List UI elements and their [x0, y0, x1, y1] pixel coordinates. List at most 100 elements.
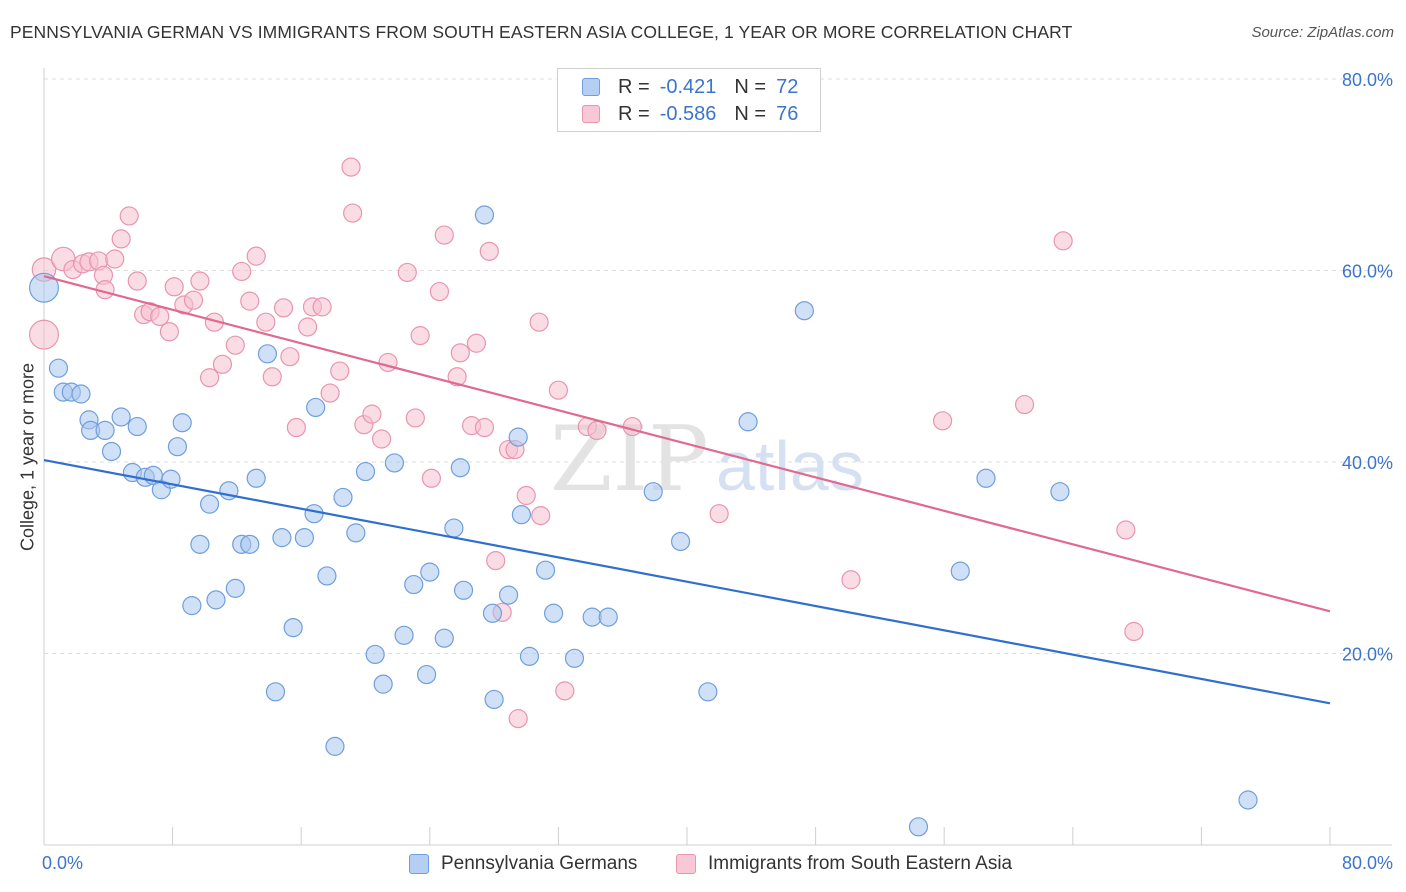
- point-pennsylvania-germans: [1238, 790, 1258, 810]
- point-sea-immigrants: [434, 225, 454, 245]
- point-pennsylvania-germans: [950, 561, 970, 581]
- point-pennsylvania-germans: [71, 384, 91, 404]
- point-sea-immigrants: [447, 367, 467, 387]
- watermark: ZIP atlas: [550, 407, 864, 512]
- point-pennsylvania-germans: [355, 461, 376, 482]
- point-pennsylvania-germans: [246, 468, 266, 488]
- point-pennsylvania-germans: [306, 397, 326, 418]
- point-pennsylvania-germans: [304, 504, 324, 524]
- point-sea-immigrants: [405, 408, 425, 428]
- point-pennsylvania-germans: [199, 494, 220, 514]
- point-pennsylvania-germans: [95, 420, 115, 441]
- data-points: [29, 157, 1258, 837]
- point-pennsylvania-germans: [365, 644, 385, 665]
- point-pennsylvania-germans: [543, 603, 564, 623]
- point-sea-immigrants: [587, 420, 607, 441]
- point-sea-immigrants: [341, 157, 361, 177]
- point-sea-immigrants: [298, 317, 318, 337]
- point-pennsylvania-germans: [519, 646, 540, 666]
- point-pennsylvania-germans: [450, 458, 470, 478]
- point-pennsylvania-germans: [394, 625, 414, 645]
- point-sea-immigrants: [932, 411, 953, 431]
- point-pennsylvania-germans: [29, 272, 59, 303]
- point-sea-immigrants: [1014, 394, 1035, 415]
- bottom-legend-swatch-pink: [676, 854, 696, 874]
- point-sea-immigrants: [450, 343, 470, 363]
- y-axis-label: College, 1 year or more: [17, 362, 38, 552]
- y-tick-label: 80.0%: [1342, 70, 1393, 90]
- axes: [43, 68, 1392, 846]
- point-sea-immigrants: [164, 277, 184, 297]
- point-pennsylvania-germans: [508, 427, 528, 447]
- point-sea-immigrants: [362, 404, 382, 424]
- legend-n-value: 72: [776, 75, 799, 98]
- point-pennsylvania-germans: [101, 441, 122, 462]
- point-pennsylvania-germans: [434, 628, 454, 648]
- point-pennsylvania-germans: [111, 407, 131, 427]
- point-sea-immigrants: [841, 570, 861, 590]
- point-pennsylvania-germans: [257, 344, 278, 364]
- point-pennsylvania-germans: [225, 578, 245, 598]
- point-pennsylvania-germans: [48, 358, 69, 378]
- point-pennsylvania-germans: [283, 618, 303, 638]
- point-pennsylvania-germans: [643, 482, 663, 502]
- trendline-sea-immigrants: [43, 275, 1331, 613]
- y-tick-label: 20.0%: [1342, 645, 1393, 665]
- point-pennsylvania-germans: [535, 560, 556, 580]
- point-sea-immigrants: [466, 333, 487, 353]
- point-sea-immigrants: [286, 417, 306, 438]
- point-sea-immigrants: [516, 485, 536, 506]
- point-sea-immigrants: [240, 291, 260, 311]
- point-pennsylvania-germans: [908, 817, 929, 837]
- source-credit: Source: ZipAtlas.com: [1251, 24, 1394, 41]
- point-sea-immigrants: [531, 506, 551, 526]
- point-pennsylvania-germans: [670, 531, 691, 552]
- point-sea-immigrants: [622, 416, 642, 437]
- point-sea-immigrants: [479, 241, 499, 261]
- legend-r-label: R =: [618, 75, 650, 98]
- point-pennsylvania-germans: [444, 518, 464, 538]
- point-pennsylvania-germans: [325, 736, 345, 756]
- point-sea-immigrants: [111, 229, 131, 249]
- bottom-legend-swatch-blue: [409, 854, 429, 874]
- gridlines: [44, 78, 1392, 654]
- point-sea-immigrants: [273, 298, 294, 318]
- point-pennsylvania-germans: [384, 453, 405, 473]
- point-pennsylvania-germans: [482, 603, 503, 623]
- point-sea-immigrants: [330, 361, 350, 381]
- point-sea-immigrants: [119, 206, 139, 226]
- point-pennsylvania-germans: [420, 562, 440, 582]
- point-sea-immigrants: [1124, 621, 1144, 642]
- point-sea-immigrants: [486, 551, 506, 571]
- point-sea-immigrants: [127, 271, 147, 291]
- point-pennsylvania-germans: [511, 505, 532, 525]
- point-pennsylvania-germans: [698, 682, 718, 702]
- bottom-legend-pennsylvania-germans: Pennsylvania Germans: [409, 851, 637, 877]
- point-pennsylvania-germans: [206, 590, 226, 610]
- point-sea-immigrants: [280, 347, 300, 367]
- point-sea-immigrants: [371, 429, 392, 449]
- point-pennsylvania-germans: [240, 534, 260, 554]
- point-sea-immigrants: [397, 262, 417, 283]
- point-pennsylvania-germans: [265, 682, 286, 702]
- x-tick-labels: 0.0% 80.0%: [42, 853, 1393, 873]
- point-pennsylvania-germans: [794, 301, 814, 321]
- point-sea-immigrants: [1053, 231, 1073, 251]
- point-pennsylvania-germans: [190, 534, 210, 554]
- point-pennsylvania-germans: [582, 607, 602, 627]
- point-sea-immigrants: [183, 290, 204, 310]
- point-sea-immigrants: [256, 312, 276, 332]
- legend-swatch-pink: [582, 105, 600, 123]
- y-tick-labels: 20.0% 40.0% 60.0% 80.0%: [1342, 70, 1393, 665]
- point-sea-immigrants: [529, 312, 549, 332]
- x-tick-label-max: 80.0%: [1342, 853, 1393, 873]
- legend-n-label: N =: [734, 102, 767, 125]
- y-tick-label: 40.0%: [1342, 453, 1393, 473]
- point-pennsylvania-germans: [172, 413, 192, 433]
- legend-r-label: R =: [618, 102, 650, 125]
- point-sea-immigrants: [29, 319, 59, 350]
- point-sea-immigrants: [320, 383, 340, 403]
- trendline-pennsylvania-germans: [43, 459, 1331, 705]
- bottom-legend-label: Immigrants from South Eastern Asia: [708, 853, 1013, 874]
- point-sea-immigrants: [709, 504, 729, 524]
